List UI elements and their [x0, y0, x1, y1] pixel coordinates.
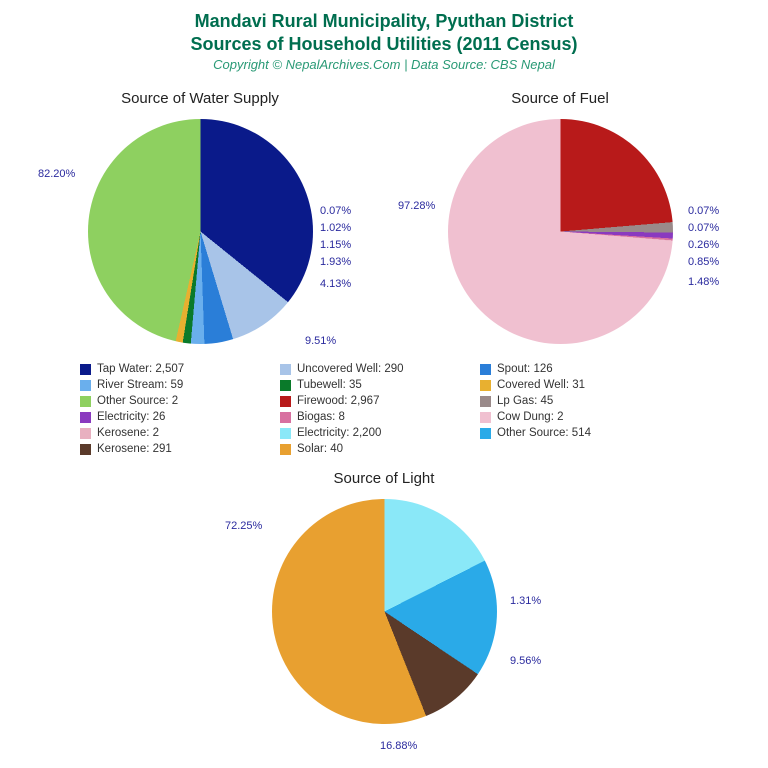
fuel-pct-1: 0.07%: [688, 205, 719, 217]
fuel-pie: [448, 119, 673, 344]
light-pct-1: 1.31%: [510, 595, 541, 607]
legend-swatch: [280, 396, 291, 407]
fuel-pct-3: 0.26%: [688, 239, 719, 251]
light-chart-title: Source of Light: [219, 470, 549, 487]
light-pct-3: 16.88%: [380, 740, 417, 752]
fuel-pct-4: 0.85%: [688, 256, 719, 268]
legend-label: Other Source: 2: [97, 395, 178, 407]
water-pct-2: 1.02%: [320, 222, 351, 234]
water-chart-block: Source of Water Supply: [35, 90, 365, 344]
legend-item: Cow Dung: 2: [480, 411, 670, 423]
legend-label: Uncovered Well: 290: [297, 363, 404, 375]
legend-label: Covered Well: 31: [497, 379, 585, 391]
legend-swatch: [480, 396, 491, 407]
legend-label: Spout: 126: [497, 363, 553, 375]
legend-item: Lp Gas: 45: [480, 395, 670, 407]
copyright-text: Copyright © NepalArchives.Com | Data Sou…: [0, 57, 768, 72]
water-pct-1: 0.07%: [320, 205, 351, 217]
legend-item: Uncovered Well: 290: [280, 363, 470, 375]
legend-label: Electricity: 26: [97, 411, 165, 423]
legend-item: Spout: 126: [480, 363, 670, 375]
legend-label: Other Source: 514: [497, 427, 591, 439]
legend-item: Other Source: 2: [80, 395, 270, 407]
light-pct-2: 9.56%: [510, 655, 541, 667]
legend-label: Electricity: 2,200: [297, 427, 381, 439]
legend-swatch: [80, 428, 91, 439]
water-pct-6: 9.51%: [305, 335, 336, 347]
water-pct-3: 1.15%: [320, 239, 351, 251]
legend-label: Firewood: 2,967: [297, 395, 379, 407]
legend-swatch: [80, 444, 91, 455]
legend-item: Other Source: 514: [480, 427, 670, 439]
legend-label: Kerosene: 2: [97, 427, 159, 439]
legend-item: Kerosene: 291: [80, 443, 270, 455]
legend-item: Covered Well: 31: [480, 379, 670, 391]
legend-swatch: [280, 444, 291, 455]
legend-item: Firewood: 2,967: [280, 395, 470, 407]
light-pie: [272, 499, 497, 724]
legend-item: Tap Water: 2,507: [80, 363, 270, 375]
legend-swatch: [80, 412, 91, 423]
legend-item: Electricity: 2,200: [280, 427, 470, 439]
fuel-chart-title: Source of Fuel: [395, 90, 725, 107]
chart-container: Mandavi Rural Municipality, Pyuthan Dist…: [0, 0, 768, 768]
legend-swatch: [480, 412, 491, 423]
title-line2: Sources of Household Utilities (2011 Cen…: [0, 33, 768, 56]
legend-swatch: [480, 380, 491, 391]
light-pct-main: 72.25%: [225, 520, 262, 532]
legend-label: Cow Dung: 2: [497, 411, 563, 423]
legend-label: River Stream: 59: [97, 379, 183, 391]
legend-item: Solar: 40: [280, 443, 470, 455]
fuel-pct-2: 0.07%: [688, 222, 719, 234]
title-line1: Mandavi Rural Municipality, Pyuthan Dist…: [0, 10, 768, 33]
legend-swatch: [280, 412, 291, 423]
legend-swatch: [280, 428, 291, 439]
fuel-chart-block: Source of Fuel: [395, 90, 725, 344]
legend-swatch: [280, 380, 291, 391]
water-pct-5: 4.13%: [320, 278, 351, 290]
water-pie: [88, 119, 313, 344]
legend: Tap Water: 2,507 Uncovered Well: 290 Spout…: [80, 363, 670, 455]
legend-swatch: [480, 364, 491, 375]
legend-item: Electricity: 26: [80, 411, 270, 423]
legend-swatch: [80, 380, 91, 391]
legend-item: Biogas: 8: [280, 411, 470, 423]
legend-label: Kerosene: 291: [97, 443, 172, 455]
legend-label: Biogas: 8: [297, 411, 345, 423]
water-chart-title: Source of Water Supply: [35, 90, 365, 107]
legend-label: Lp Gas: 45: [497, 395, 553, 407]
legend-swatch: [280, 364, 291, 375]
legend-label: Tubewell: 35: [297, 379, 362, 391]
main-title: Mandavi Rural Municipality, Pyuthan Dist…: [0, 0, 768, 57]
legend-label: Solar: 40: [297, 443, 343, 455]
water-pct-4: 1.93%: [320, 256, 351, 268]
legend-item: Tubewell: 35: [280, 379, 470, 391]
water-pct-main: 82.20%: [38, 168, 75, 180]
fuel-pct-main: 97.28%: [398, 200, 435, 212]
light-chart-block: Source of Light: [219, 470, 549, 724]
legend-item: Kerosene: 2: [80, 427, 270, 439]
fuel-pct-5: 1.48%: [688, 276, 719, 288]
legend-swatch: [80, 364, 91, 375]
legend-label: Tap Water: 2,507: [97, 363, 184, 375]
legend-item: River Stream: 59: [80, 379, 270, 391]
legend-swatch: [80, 396, 91, 407]
legend-swatch: [480, 428, 491, 439]
